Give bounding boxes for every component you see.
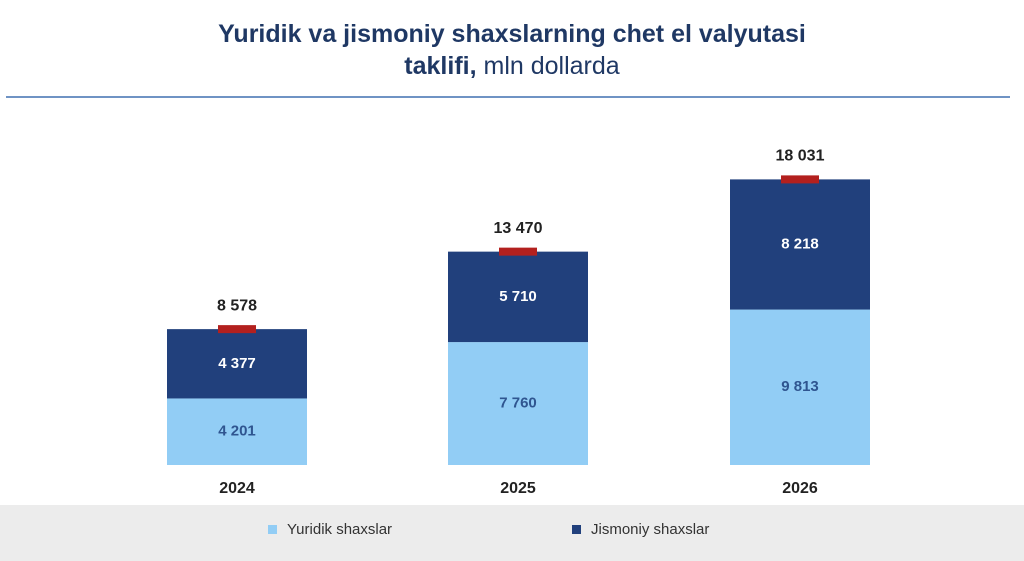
title-divider <box>6 96 1010 98</box>
total-label-2024: 8 578 <box>217 297 257 314</box>
total-label-2026: 18 031 <box>776 148 825 165</box>
data-label-2025-yuridik: 7 760 <box>499 395 537 412</box>
bar-segment-2025-yuridik <box>448 342 588 465</box>
legend: Yuridik shaxslar Jismoniy shaxslar <box>0 505 1024 561</box>
bar-segment-2024-jismoniy <box>167 329 307 399</box>
legend-label-jismoniy: Jismoniy shaxslar <box>591 521 710 538</box>
bar-segment-2024-yuridik <box>167 398 307 465</box>
total-marker-2024 <box>218 325 256 334</box>
bar-segment-2026-jismoniy <box>730 179 870 310</box>
legend-item-yuridik: Yuridik shaxslar <box>268 521 392 538</box>
chart-title-line1: Yuridik va jismoniy shaxslarning chet el… <box>218 20 806 48</box>
legend-swatch-jismoniy <box>572 525 581 534</box>
chart-title-line2-bold: taklifi, <box>404 52 477 80</box>
data-label-2026-jismoniy: 8 218 <box>781 235 819 252</box>
bar-segment-2025-jismoniy <box>448 251 588 343</box>
data-label-2024-jismoniy: 4 377 <box>218 355 256 372</box>
total-marker-2026 <box>781 175 819 184</box>
legend-swatch-yuridik <box>268 525 277 534</box>
data-label-2025-jismoniy: 5 710 <box>499 288 537 305</box>
x-tick-label-2025: 2025 <box>500 480 536 497</box>
legend-item-jismoniy: Jismoniy shaxslar <box>572 521 709 538</box>
x-tick-label-2026: 2026 <box>782 480 818 497</box>
total-label-2025: 13 470 <box>494 220 543 237</box>
total-marker-2025 <box>499 247 537 256</box>
chart-title: Yuridik va jismoniy shaxslarning chet el… <box>0 18 1024 82</box>
chart-title-line2: taklifi, mln dollarda <box>0 50 1024 82</box>
x-tick-label-2024: 2024 <box>219 480 255 497</box>
data-label-2026-yuridik: 9 813 <box>781 378 819 395</box>
chart-title-unit: mln dollarda <box>483 52 620 80</box>
stacked-bar-chart: 4 201 4 377 8 578 2024 7 760 5 710 13 470 2025 9… <box>167 148 870 497</box>
data-label-2024-yuridik: 4 201 <box>218 423 256 440</box>
legend-label-yuridik: Yuridik shaxslar <box>287 521 393 538</box>
bar-segment-2026-yuridik <box>730 309 870 465</box>
